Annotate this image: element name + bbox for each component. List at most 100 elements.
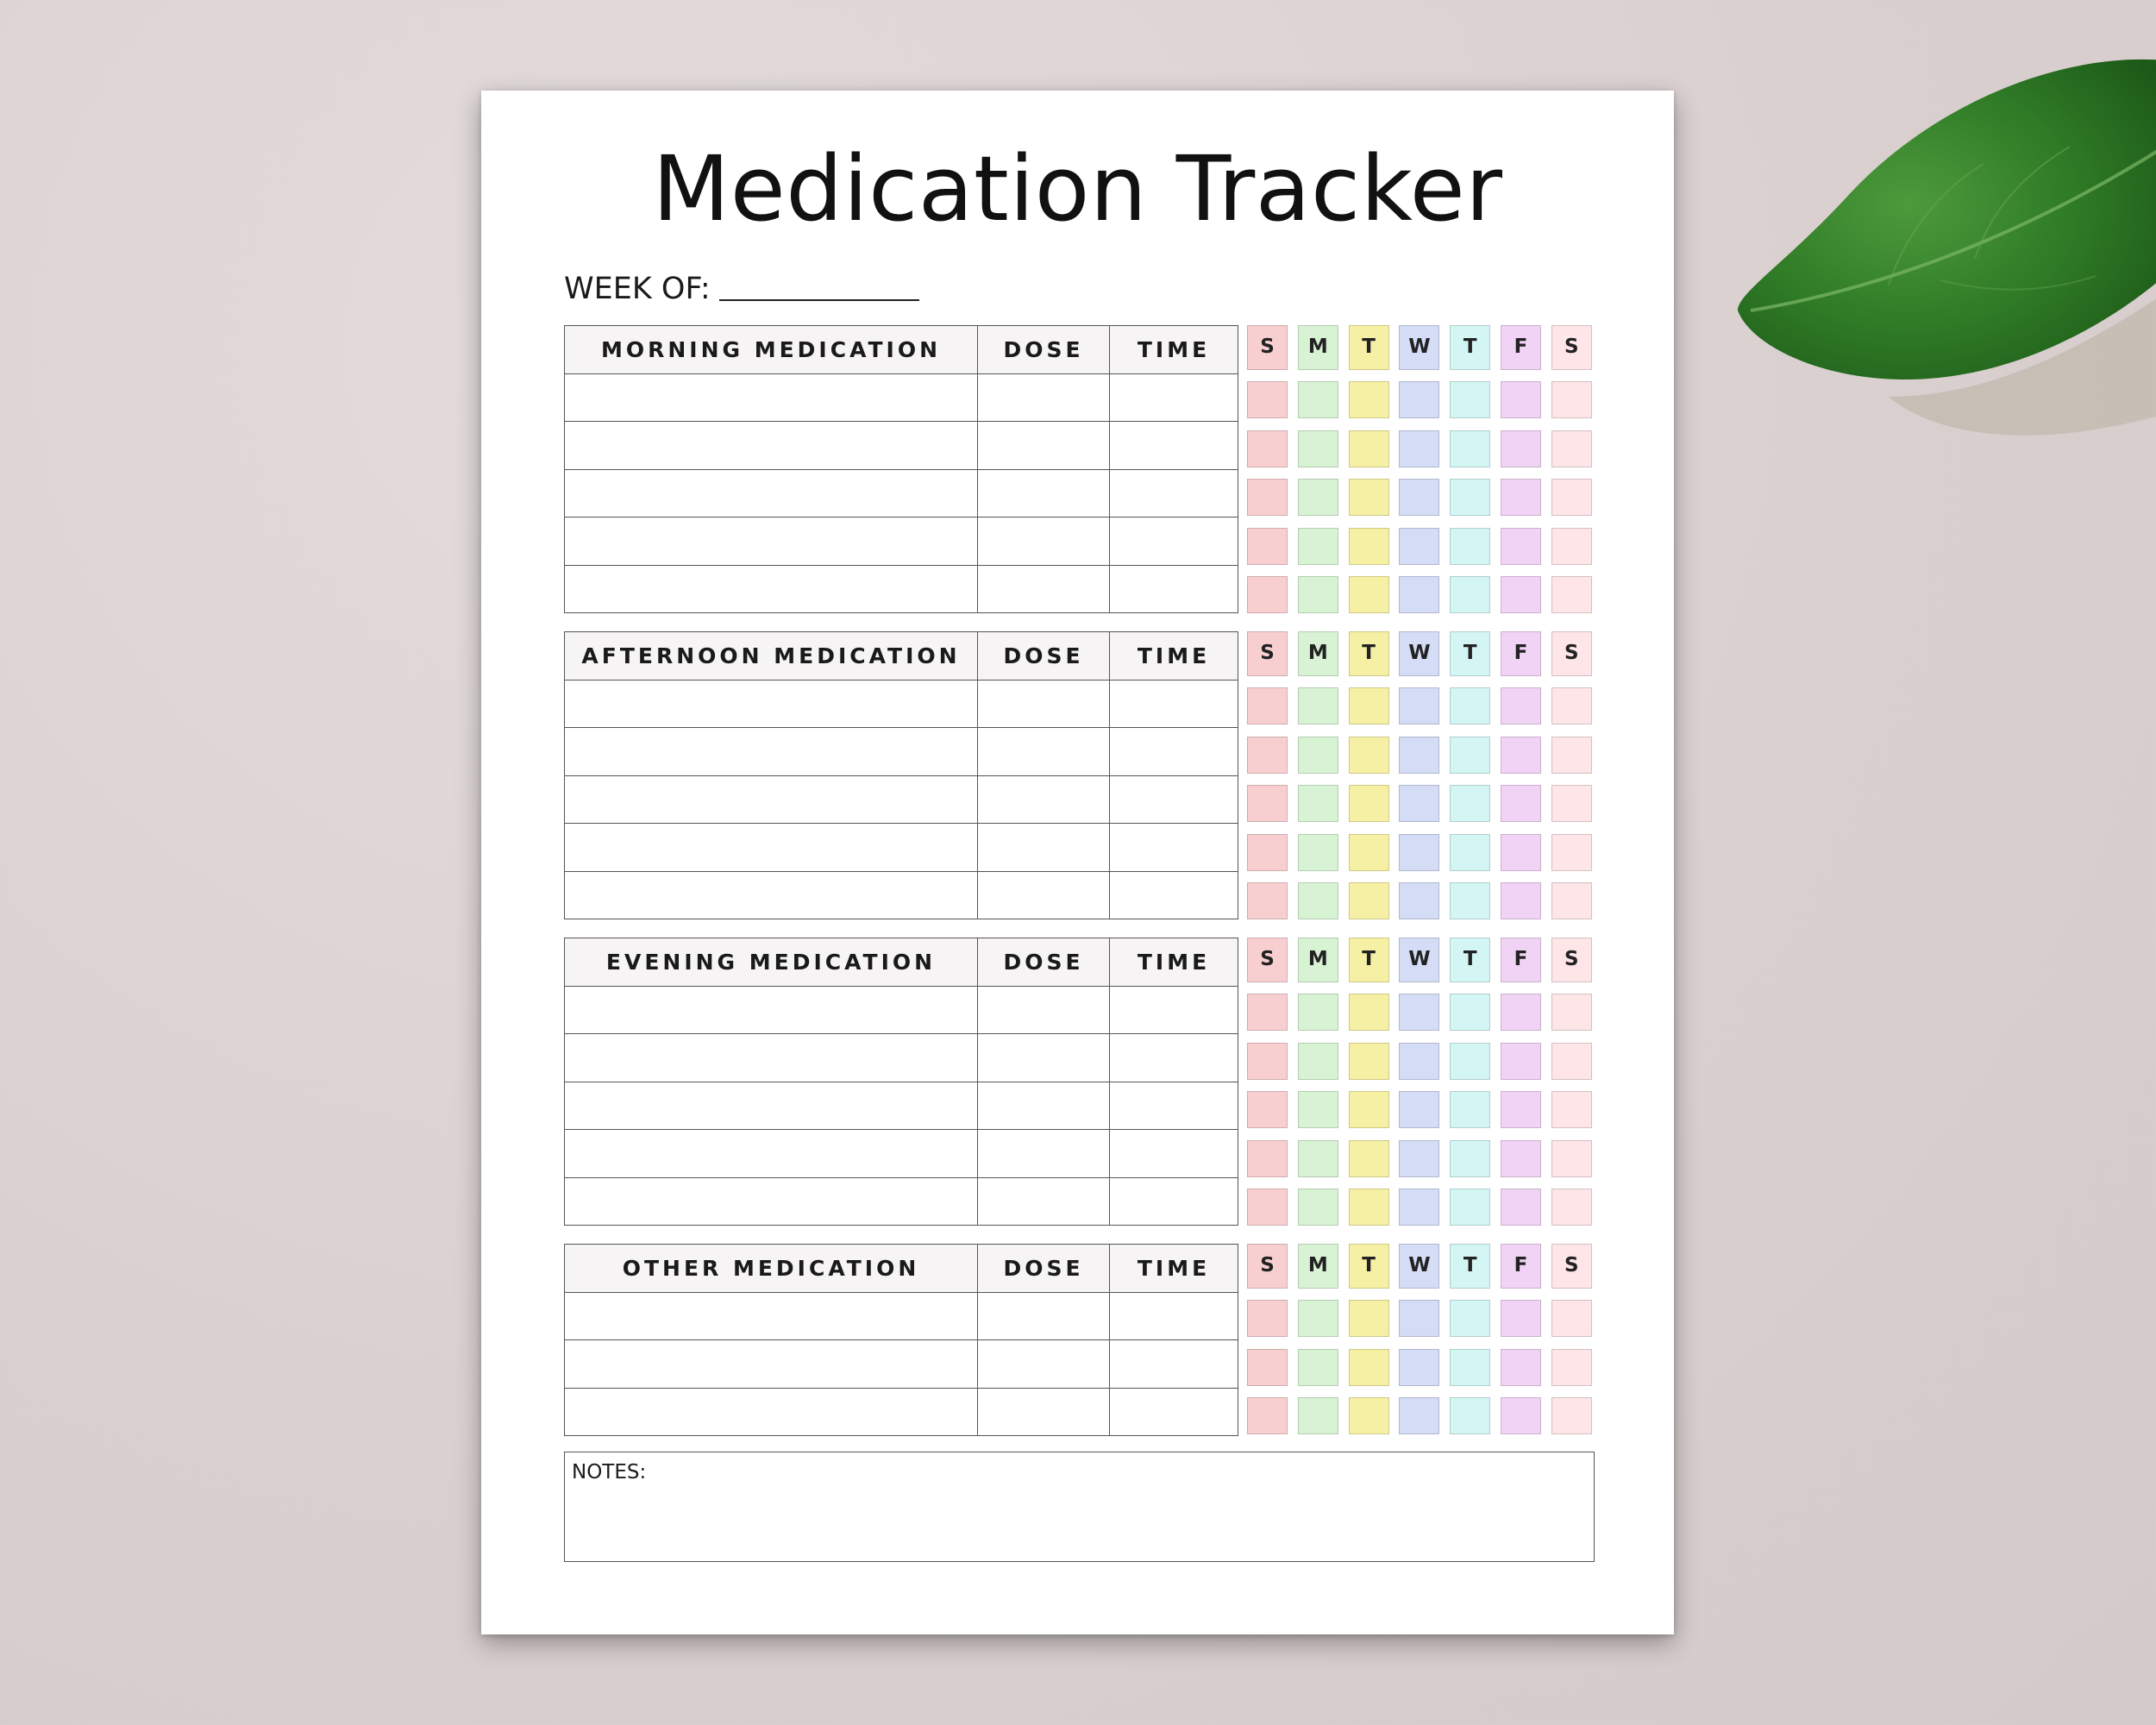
day-checkbox[interactable] xyxy=(1247,1348,1288,1386)
medication-name-cell[interactable] xyxy=(564,775,978,824)
dose-cell[interactable] xyxy=(977,1387,1110,1436)
day-checkbox[interactable] xyxy=(1348,687,1389,724)
day-checkbox[interactable] xyxy=(1348,882,1389,919)
dose-cell[interactable] xyxy=(977,727,1110,776)
medication-name-cell[interactable] xyxy=(564,421,978,470)
day-checkbox[interactable] xyxy=(1348,1397,1389,1434)
day-checkbox[interactable] xyxy=(1247,882,1288,919)
day-checkbox[interactable] xyxy=(1501,430,1541,467)
day-checkbox[interactable] xyxy=(1399,1397,1440,1434)
day-checkbox[interactable] xyxy=(1501,736,1541,774)
day-checkbox[interactable] xyxy=(1297,430,1338,467)
day-checkbox[interactable] xyxy=(1399,882,1440,919)
day-checkbox[interactable] xyxy=(1501,576,1541,613)
day-checkbox[interactable] xyxy=(1450,1042,1491,1080)
day-checkbox[interactable] xyxy=(1551,1348,1592,1386)
day-checkbox[interactable] xyxy=(1551,1189,1592,1226)
day-checkbox[interactable] xyxy=(1450,479,1491,516)
day-checkbox[interactable] xyxy=(1297,785,1338,822)
day-checkbox[interactable] xyxy=(1348,1189,1389,1226)
day-checkbox[interactable] xyxy=(1450,1300,1491,1337)
time-cell[interactable] xyxy=(1109,373,1238,422)
day-checkbox[interactable] xyxy=(1297,381,1338,418)
day-checkbox[interactable] xyxy=(1247,687,1288,724)
day-checkbox[interactable] xyxy=(1501,1300,1541,1337)
medication-name-cell[interactable] xyxy=(564,985,978,1034)
dose-cell[interactable] xyxy=(977,1339,1110,1389)
day-checkbox[interactable] xyxy=(1247,1091,1288,1128)
day-checkbox[interactable] xyxy=(1348,1042,1389,1080)
dose-cell[interactable] xyxy=(977,1176,1110,1226)
day-checkbox[interactable] xyxy=(1399,1189,1440,1226)
medication-name-cell[interactable] xyxy=(564,1339,978,1389)
day-checkbox[interactable] xyxy=(1247,527,1288,565)
day-checkbox[interactable] xyxy=(1247,1397,1288,1434)
day-checkbox[interactable] xyxy=(1247,1189,1288,1226)
day-checkbox[interactable] xyxy=(1551,785,1592,822)
day-checkbox[interactable] xyxy=(1450,576,1491,613)
day-checkbox[interactable] xyxy=(1551,381,1592,418)
day-checkbox[interactable] xyxy=(1450,1397,1491,1434)
day-checkbox[interactable] xyxy=(1501,994,1541,1031)
day-checkbox[interactable] xyxy=(1551,527,1592,565)
day-checkbox[interactable] xyxy=(1551,1139,1592,1177)
time-cell[interactable] xyxy=(1109,823,1238,872)
notes-box[interactable]: NOTES: xyxy=(564,1452,1595,1562)
day-checkbox[interactable] xyxy=(1501,1091,1541,1128)
medication-name-cell[interactable] xyxy=(564,517,978,566)
day-checkbox[interactable] xyxy=(1247,1042,1288,1080)
day-checkbox[interactable] xyxy=(1247,994,1288,1031)
day-checkbox[interactable] xyxy=(1348,430,1389,467)
day-checkbox[interactable] xyxy=(1247,576,1288,613)
time-cell[interactable] xyxy=(1109,1387,1238,1436)
day-checkbox[interactable] xyxy=(1297,1348,1338,1386)
day-checkbox[interactable] xyxy=(1399,430,1440,467)
week-of-blank[interactable] xyxy=(718,296,919,301)
day-checkbox[interactable] xyxy=(1450,430,1491,467)
day-checkbox[interactable] xyxy=(1501,1348,1541,1386)
day-checkbox[interactable] xyxy=(1348,1300,1389,1337)
day-checkbox[interactable] xyxy=(1551,1300,1592,1337)
day-checkbox[interactable] xyxy=(1551,479,1592,516)
dose-cell[interactable] xyxy=(977,517,1110,566)
time-cell[interactable] xyxy=(1109,1129,1238,1178)
dose-cell[interactable] xyxy=(977,679,1110,728)
day-checkbox[interactable] xyxy=(1551,994,1592,1031)
day-checkbox[interactable] xyxy=(1399,1348,1440,1386)
day-checkbox[interactable] xyxy=(1450,381,1491,418)
day-checkbox[interactable] xyxy=(1551,833,1592,871)
dose-cell[interactable] xyxy=(977,1291,1110,1340)
time-cell[interactable] xyxy=(1109,1339,1238,1389)
day-checkbox[interactable] xyxy=(1450,736,1491,774)
day-checkbox[interactable] xyxy=(1501,381,1541,418)
day-checkbox[interactable] xyxy=(1450,687,1491,724)
day-checkbox[interactable] xyxy=(1297,1397,1338,1434)
day-checkbox[interactable] xyxy=(1450,1189,1491,1226)
day-checkbox[interactable] xyxy=(1399,527,1440,565)
medication-name-cell[interactable] xyxy=(564,1081,978,1130)
day-checkbox[interactable] xyxy=(1247,833,1288,871)
medication-name-cell[interactable] xyxy=(564,1033,978,1082)
day-checkbox[interactable] xyxy=(1297,833,1338,871)
dose-cell[interactable] xyxy=(977,1129,1110,1178)
day-checkbox[interactable] xyxy=(1501,1042,1541,1080)
time-cell[interactable] xyxy=(1109,1176,1238,1226)
day-checkbox[interactable] xyxy=(1399,687,1440,724)
day-checkbox[interactable] xyxy=(1297,1042,1338,1080)
time-cell[interactable] xyxy=(1109,985,1238,1034)
medication-name-cell[interactable] xyxy=(564,1291,978,1340)
medication-name-cell[interactable] xyxy=(564,1129,978,1178)
dose-cell[interactable] xyxy=(977,468,1110,518)
time-cell[interactable] xyxy=(1109,727,1238,776)
day-checkbox[interactable] xyxy=(1348,994,1389,1031)
day-checkbox[interactable] xyxy=(1501,785,1541,822)
medication-name-cell[interactable] xyxy=(564,373,978,422)
medication-name-cell[interactable] xyxy=(564,468,978,518)
day-checkbox[interactable] xyxy=(1450,527,1491,565)
day-checkbox[interactable] xyxy=(1450,833,1491,871)
day-checkbox[interactable] xyxy=(1297,479,1338,516)
day-checkbox[interactable] xyxy=(1551,576,1592,613)
day-checkbox[interactable] xyxy=(1297,687,1338,724)
time-cell[interactable] xyxy=(1109,421,1238,470)
day-checkbox[interactable] xyxy=(1399,833,1440,871)
